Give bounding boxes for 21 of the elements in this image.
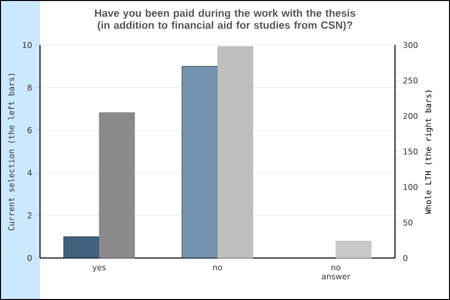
y2-tick-label: 250 [403, 77, 418, 84]
y2-tick-label: 300 [403, 42, 418, 48]
y-axis-title: Current selection (the left bars) [8, 74, 16, 230]
y-tick-label: 6 [28, 127, 32, 134]
y2-tick-label: 200 [403, 112, 418, 120]
y2-tick-label: 150 [404, 148, 418, 155]
y-tick-label: 10 [22, 42, 32, 48]
x-tick-label: no [213, 266, 222, 270]
y-tick-label: 2 [28, 212, 32, 218]
bar [336, 240, 372, 258]
y2-tick-label: 50 [403, 219, 412, 226]
bar [98, 112, 135, 258]
y2-tick-label: 0 [403, 254, 408, 262]
x-tick-label: yes [92, 266, 106, 272]
y-tick-label: 4 [28, 170, 32, 176]
y-tick-label: 0 [28, 254, 32, 262]
x-tick-label: no answer [322, 266, 350, 280]
y2-axis-title: Whole LTH (the right bars) [424, 90, 433, 214]
y-tick-label: 8 [28, 84, 32, 91]
chart-title: Have you been paid during the work with the thesis (in addition to financial aid for studies from CSN)? [95, 9, 356, 31]
y2-tick-label: 100 [404, 184, 418, 190]
